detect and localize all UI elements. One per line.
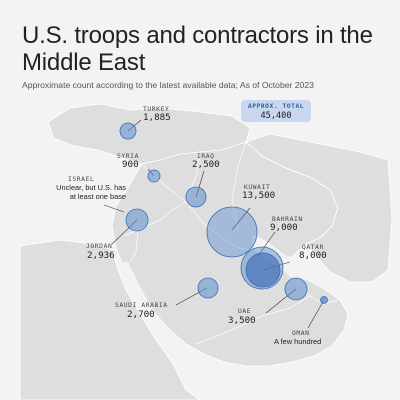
label-israel-note-1: Unclear, but U.S. has (56, 183, 126, 192)
label-iraq-name: IRAQ (197, 153, 215, 160)
count-bubbles (119, 122, 328, 304)
page-title: U.S. troops and contractors in the Middl… (22, 22, 373, 76)
country-borders (123, 141, 339, 345)
label-oman-note: A few hundred (274, 337, 322, 346)
label-oman-name: OMAN (292, 330, 310, 337)
persian-gulf (252, 234, 312, 280)
label-bahrain-count: 9,000 (270, 222, 298, 233)
label-turkey-count: 1,885 (143, 112, 171, 123)
bubble-iraq (185, 186, 207, 208)
label-bahrain-name: BAHRAIN (272, 216, 303, 223)
bubble-kuwait (206, 206, 258, 258)
red-sea (120, 262, 188, 376)
label-israel-note-2: at least one base (69, 192, 126, 201)
bubble-saudi (197, 277, 219, 299)
label-jordan-name: JORDAN (86, 243, 113, 250)
bubble-turkey (119, 122, 137, 140)
leader-israel (103, 204, 125, 213)
label-jordan-count: 2,936 (87, 250, 115, 261)
label-iraq-count: 2,500 (192, 159, 220, 170)
land-africa (19, 239, 201, 400)
approx-total-label: APPROX. TOTAL (247, 103, 305, 110)
label-saudi-count: 2,700 (127, 309, 155, 320)
label-uae-count: 3,500 (228, 315, 256, 326)
bubble-oman (320, 296, 328, 304)
label-qatar-count: 8,000 (299, 250, 327, 261)
bubble-uae (284, 277, 308, 301)
label-kuwait-count: 13,500 (242, 190, 276, 201)
bubble-jordan (125, 208, 149, 232)
page-subtitle: Approximate count according to the lates… (22, 80, 314, 90)
label-kuwait-name: KUWAIT (244, 184, 271, 191)
approx-total-value: 45,400 (260, 111, 292, 121)
label-uae-name: UAE (238, 308, 252, 315)
land-iran (245, 133, 393, 283)
approx-total-badge: APPROX. TOTAL 45,400 (241, 100, 311, 122)
land-shapes (19, 103, 393, 400)
leader-oman (307, 299, 325, 329)
label-israel-name: ISRAEL (68, 176, 95, 183)
label-syria-count: 900 (122, 159, 139, 170)
bubble-syria (147, 169, 161, 183)
label-syria-name: SYRIA (117, 153, 139, 160)
label-qatar-name: QATAR (302, 244, 324, 251)
water-shapes (120, 234, 312, 376)
label-turkey-name: TURKEY (143, 106, 170, 113)
label-saudi-name: SAUDI ARABIA (115, 302, 168, 309)
bubble-qatar (245, 252, 281, 288)
